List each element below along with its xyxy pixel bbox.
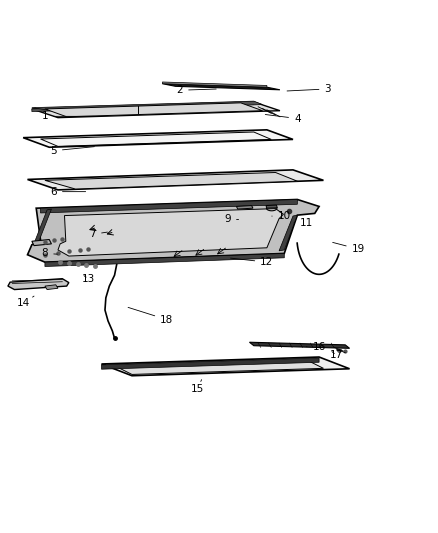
Polygon shape [45, 103, 262, 117]
Polygon shape [250, 342, 350, 349]
Polygon shape [32, 239, 51, 246]
Text: 10: 10 [272, 212, 291, 221]
Polygon shape [45, 173, 297, 189]
Text: 3: 3 [287, 84, 331, 94]
Text: 16: 16 [307, 342, 326, 352]
Polygon shape [45, 254, 284, 266]
Polygon shape [102, 358, 319, 369]
Text: 18: 18 [128, 308, 173, 325]
Text: 19: 19 [333, 243, 365, 254]
Polygon shape [41, 199, 297, 213]
Text: 13: 13 [82, 273, 95, 284]
Text: 2: 2 [177, 85, 216, 95]
Polygon shape [28, 170, 323, 190]
Text: 14: 14 [17, 296, 34, 309]
Polygon shape [45, 285, 58, 289]
Polygon shape [34, 209, 51, 244]
Polygon shape [162, 82, 267, 87]
Text: 6: 6 [50, 187, 86, 197]
Text: 7: 7 [89, 229, 107, 239]
Polygon shape [58, 208, 283, 256]
Text: 5: 5 [50, 146, 94, 156]
Polygon shape [266, 205, 277, 208]
Polygon shape [237, 206, 253, 209]
Polygon shape [23, 130, 293, 147]
Polygon shape [32, 102, 254, 111]
Polygon shape [102, 357, 350, 376]
Text: 17: 17 [330, 350, 343, 360]
Polygon shape [28, 199, 319, 262]
Polygon shape [8, 279, 69, 289]
Polygon shape [32, 102, 280, 118]
Text: 15: 15 [191, 379, 204, 394]
Polygon shape [32, 101, 262, 111]
Polygon shape [115, 360, 323, 375]
Text: 12: 12 [230, 257, 273, 267]
Polygon shape [279, 215, 297, 251]
Text: 4: 4 [265, 114, 300, 124]
Text: 8: 8 [42, 248, 57, 259]
Polygon shape [162, 84, 280, 90]
Text: 11: 11 [294, 218, 313, 228]
Text: 1: 1 [42, 111, 94, 122]
Text: 9: 9 [224, 214, 239, 224]
